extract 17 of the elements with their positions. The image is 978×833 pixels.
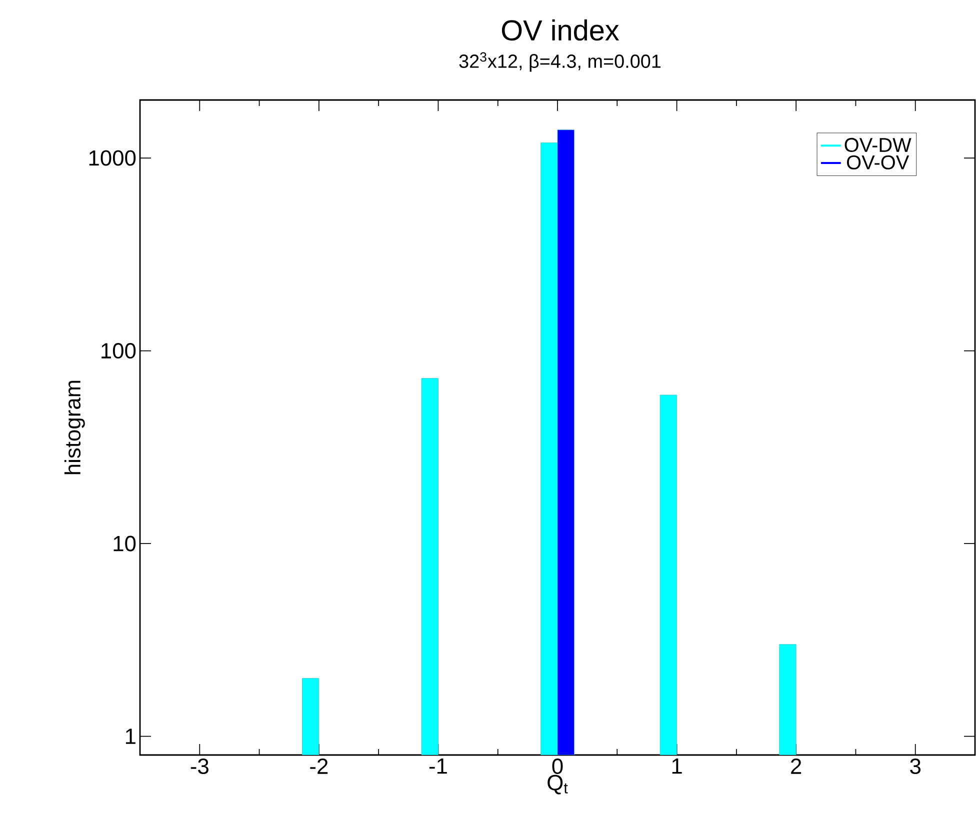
chart-subtitle: 32$^{3}$x12, β=4.3, m=0.001	[459, 52, 661, 72]
chart-title: OV index	[502, 19, 620, 41]
x-tick-label: 2	[791, 758, 802, 774]
x-tick-label: 0	[552, 758, 563, 774]
x-axis-title: Q$_{t}$	[548, 774, 568, 794]
x-tick-label: -3	[190, 758, 208, 774]
x-tick-label: 1	[672, 758, 682, 774]
y-axis-title: histogram	[64, 380, 85, 474]
y-tick-label: 100	[102, 343, 136, 359]
x-tick-label: -1	[429, 758, 447, 774]
legend-label: OV-DW	[844, 138, 912, 152]
y-tick-label: 10	[114, 536, 136, 552]
legend-label: OV-OV	[846, 155, 910, 170]
y-tick-label: 1	[126, 728, 136, 744]
x-tick-label: 3	[910, 758, 921, 774]
x-tick-label: -2	[310, 758, 328, 774]
y-tick-label: 1000	[89, 150, 136, 166]
